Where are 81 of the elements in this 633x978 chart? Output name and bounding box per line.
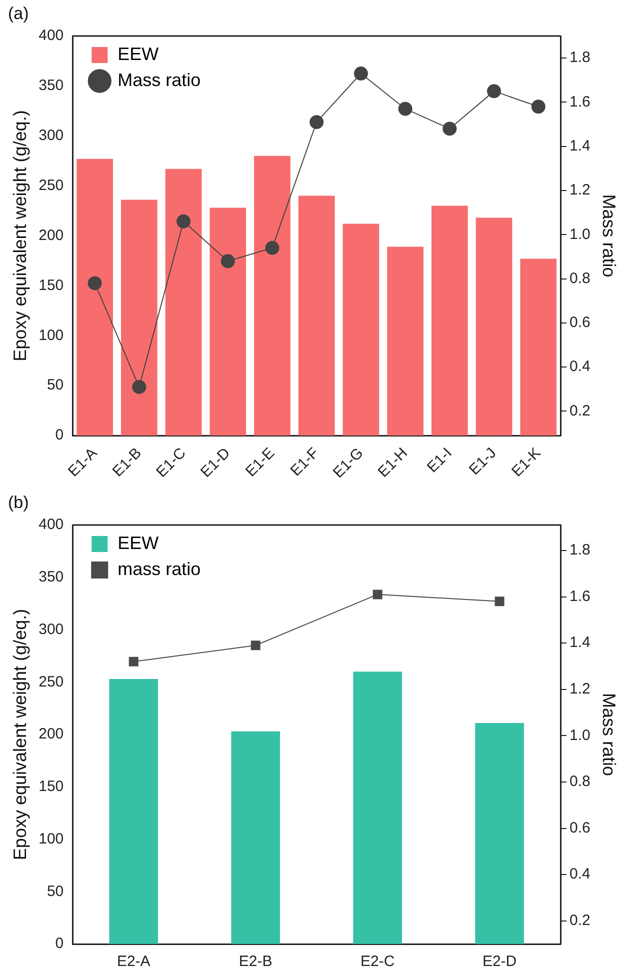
x-tick-label: E2-B xyxy=(238,953,272,970)
y2-tick-label: 1.0 xyxy=(570,226,590,243)
y2-axis-title: Mass ratio xyxy=(599,194,620,278)
y2-tick-label: 0.8 xyxy=(570,270,590,287)
y-tick-label: 200 xyxy=(38,726,64,743)
point xyxy=(88,276,102,290)
x-tick-label: E2-A xyxy=(116,953,150,970)
bar xyxy=(210,208,246,436)
bar xyxy=(387,246,424,436)
y-tick-label: 0 xyxy=(55,426,64,444)
point xyxy=(132,380,146,394)
bar xyxy=(76,158,113,436)
bar xyxy=(431,206,468,436)
y-tick-label: 400 xyxy=(38,27,64,44)
point xyxy=(442,122,457,136)
chart-title: (a) xyxy=(8,4,29,24)
point xyxy=(372,590,382,600)
y-tick-label: 100 xyxy=(38,830,64,848)
y-tick-label: 350 xyxy=(38,77,64,94)
y-tick-label: 300 xyxy=(38,127,64,144)
legend-label: EEW xyxy=(118,44,159,64)
y2-tick-label: 1.0 xyxy=(570,726,590,744)
y2-axis-title: Mass ratio xyxy=(599,692,620,776)
y2-tick-label: 0.8 xyxy=(570,773,590,790)
y2-tick-label: 1.2 xyxy=(570,182,590,199)
x-tick-label: E2-D xyxy=(482,953,517,970)
y-axis-title: Epoxy equivalent weight (g/eq.) xyxy=(10,608,30,860)
y-tick-label: 100 xyxy=(38,326,64,344)
bar xyxy=(254,156,290,436)
y2-tick-label: 1.6 xyxy=(570,588,590,605)
y2-tick-label: 1.8 xyxy=(570,542,590,559)
bar xyxy=(165,168,202,436)
bar xyxy=(475,722,524,944)
legend-label: EEW xyxy=(118,532,159,553)
y-tick-label: 350 xyxy=(38,568,64,586)
legend-label: mass ratio xyxy=(118,558,201,579)
y2-tick-label: 1.2 xyxy=(570,680,590,698)
point xyxy=(310,115,324,130)
y-tick-label: 150 xyxy=(38,778,64,796)
point xyxy=(398,102,412,116)
point xyxy=(176,214,191,228)
y-tick-label: 150 xyxy=(38,276,64,294)
legend-label: Mass ratio xyxy=(118,70,201,90)
bar xyxy=(231,731,280,944)
y-axis-title: Epoxy equivalent weight (g/eq.) xyxy=(10,110,30,362)
bar xyxy=(520,258,557,436)
y2-tick-label: 0.4 xyxy=(570,866,590,883)
y2-tick-label: 1.4 xyxy=(570,634,590,652)
y2-tick-label: 0.6 xyxy=(570,314,590,332)
y2-tick-label: 1.8 xyxy=(570,49,590,66)
y2-tick-label: 0.4 xyxy=(570,358,590,376)
y-tick-label: 400 xyxy=(38,516,64,534)
x-tick-label: E2-C xyxy=(360,953,395,970)
bar xyxy=(298,196,335,436)
y-tick-label: 200 xyxy=(38,226,64,244)
y2-tick-label: 1.6 xyxy=(570,93,590,110)
y-tick-label: 50 xyxy=(46,882,64,900)
bar xyxy=(342,224,380,436)
point xyxy=(128,656,138,666)
y-tick-label: 300 xyxy=(38,620,64,638)
bar xyxy=(353,672,402,944)
x-tick-label: E1-I xyxy=(424,444,456,476)
bar xyxy=(109,678,158,944)
y-tick-label: 250 xyxy=(38,673,64,690)
y2-tick-label: 1.4 xyxy=(570,138,590,155)
y2-tick-label: 0.2 xyxy=(570,912,590,929)
point xyxy=(531,100,546,114)
bar xyxy=(476,218,512,436)
y-tick-label: 250 xyxy=(38,176,64,194)
point xyxy=(487,84,502,98)
y-tick-label: 50 xyxy=(46,376,64,394)
chart-title: (b) xyxy=(8,493,29,513)
y-tick-label: 0 xyxy=(55,935,64,952)
point xyxy=(265,240,280,255)
point xyxy=(250,640,260,650)
point xyxy=(220,254,235,268)
point xyxy=(494,596,504,606)
y2-tick-label: 0.2 xyxy=(570,402,590,420)
y2-tick-label: 0.6 xyxy=(570,819,590,836)
point xyxy=(354,66,368,81)
bar xyxy=(120,200,158,436)
